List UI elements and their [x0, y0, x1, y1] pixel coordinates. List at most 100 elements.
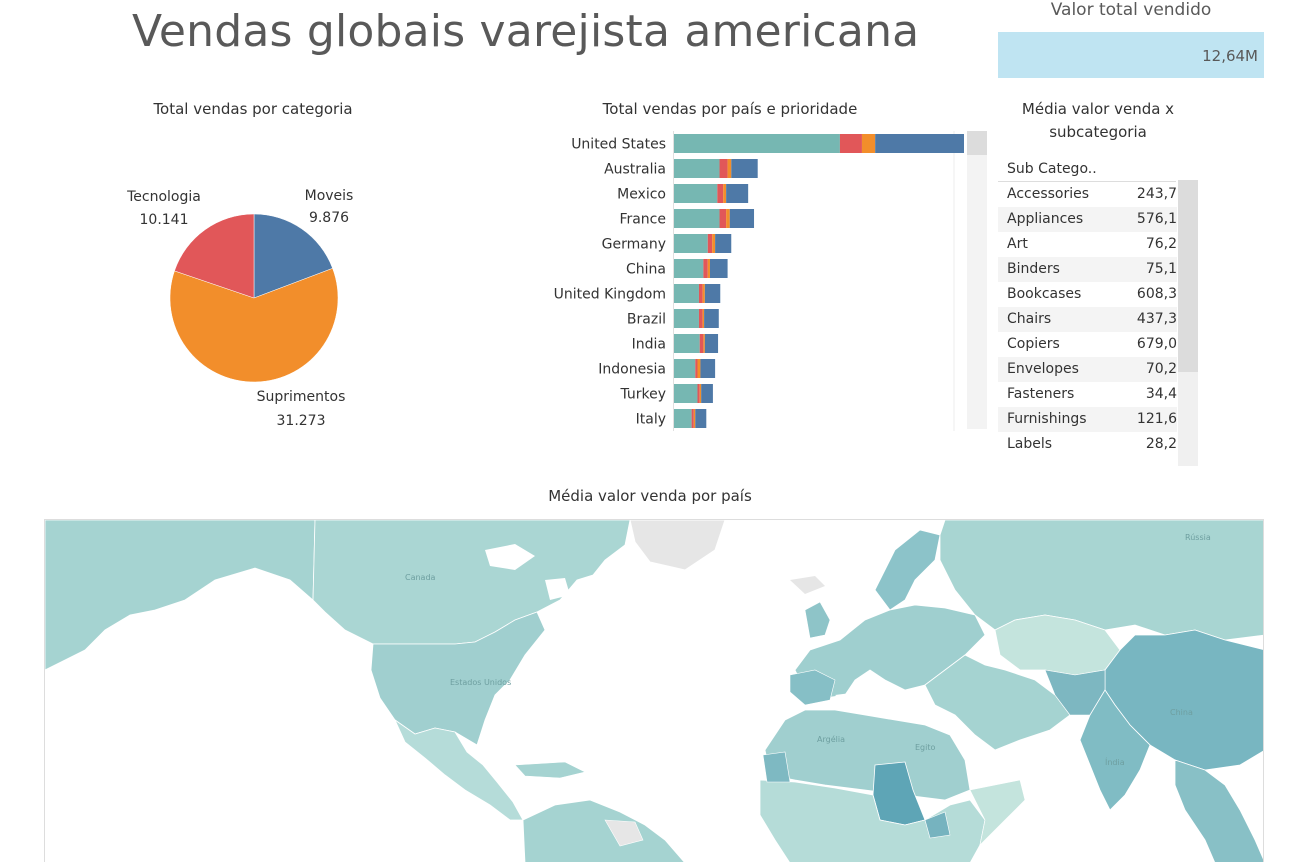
bar-segment[interactable]	[719, 209, 727, 228]
bar-segment[interactable]	[712, 234, 716, 253]
bar-segment[interactable]	[695, 409, 707, 428]
map-region-iberia[interactable]	[789, 669, 836, 706]
subcategory-row[interactable]: Accessories 243,7	[998, 182, 1177, 207]
map-region-sub-saharan-africa[interactable]	[759, 779, 986, 862]
bar-segment[interactable]	[727, 159, 732, 178]
bar-segment[interactable]	[674, 384, 698, 403]
bar-segment[interactable]	[674, 334, 700, 353]
subcategory-row[interactable]: Labels 28,2	[998, 432, 1177, 457]
bar-segment[interactable]	[707, 234, 713, 253]
subcategory-name: Art	[1007, 236, 1028, 252]
kpi-tile[interactable]: 12,64M	[998, 32, 1264, 78]
subcategory-row[interactable]: Appliances 576,1	[998, 207, 1177, 232]
bar-segment[interactable]	[729, 209, 755, 228]
bar-segment[interactable]	[674, 184, 718, 203]
bar-segment[interactable]	[698, 284, 703, 303]
subcategory-avg-value: 437,3	[1136, 311, 1177, 327]
map-region-scandinavia[interactable]	[874, 529, 941, 611]
bar-segment[interactable]	[703, 334, 705, 353]
subcategory-row[interactable]: Copiers 679,0	[998, 332, 1177, 357]
bar-segment[interactable]	[695, 359, 698, 378]
bar-segment[interactable]	[697, 384, 700, 403]
map-region-north-africa[interactable]	[764, 709, 971, 801]
bar-category-label: United States	[571, 137, 666, 153]
bar-segment[interactable]	[674, 259, 704, 278]
subcategory-name: Binders	[1007, 261, 1060, 277]
pie-label-moveis: Moveis	[305, 188, 354, 204]
subcategory-row[interactable]: Bookcases 608,3	[998, 282, 1177, 307]
bar-category-label: Italy	[636, 412, 666, 428]
bar-segment[interactable]	[674, 409, 692, 428]
bar-segment[interactable]	[726, 184, 749, 203]
kpi-value: 12,64M	[1202, 47, 1258, 65]
bar-segment[interactable]	[700, 359, 716, 378]
bar-segment[interactable]	[704, 334, 719, 353]
map-region-russia[interactable]	[939, 520, 1264, 641]
subcategory-column-header[interactable]: Sub Catego..	[998, 156, 1176, 182]
bar-segment[interactable]	[693, 409, 696, 428]
bar-segment[interactable]	[674, 309, 699, 328]
bar-segment[interactable]	[699, 384, 702, 403]
bar-segment[interactable]	[731, 159, 758, 178]
subcategory-row[interactable]: Art 76,2	[998, 232, 1177, 257]
map-region-greenland[interactable]	[629, 520, 726, 571]
bar-segment[interactable]	[702, 284, 705, 303]
bar-chart-scrollbar[interactable]	[967, 131, 987, 429]
pie-slice-tecnologia[interactable]	[174, 213, 255, 299]
map-region-india[interactable]	[1079, 689, 1151, 811]
bar-segment[interactable]	[674, 234, 708, 253]
subcategory-row[interactable]: Envelopes 70,2	[998, 357, 1177, 382]
subcategory-row[interactable]: Fasteners 34,4	[998, 382, 1177, 407]
bar-segment[interactable]	[697, 359, 701, 378]
subcategory-row[interactable]: Chairs 437,3	[998, 307, 1177, 332]
map-region-horn-of-africa[interactable]	[969, 779, 1026, 846]
map-label-united-states: Estados Unidos	[450, 678, 511, 687]
bar-segment[interactable]	[723, 184, 727, 203]
subcategory-avg-value: 75,1	[1145, 261, 1177, 277]
bar-chart-scroll-thumb[interactable]	[967, 131, 987, 155]
subcategory-scroll-thumb[interactable]	[1178, 180, 1198, 372]
map-region-iceland[interactable]	[790, 576, 825, 594]
world-map[interactable]: Canada Estados Unidos Argélia Egito Chin…	[44, 519, 1264, 862]
map-region-mauritania[interactable]	[762, 751, 791, 783]
bar-segment[interactable]	[702, 309, 705, 328]
bar-segment[interactable]	[719, 159, 728, 178]
bar-segment[interactable]	[715, 234, 732, 253]
map-region-caribbean[interactable]	[514, 761, 586, 779]
pie-label-tecnologia: Tecnologia	[126, 189, 201, 205]
bar-segment[interactable]	[674, 284, 699, 303]
bar-segment[interactable]	[707, 259, 710, 278]
bar-segment[interactable]	[703, 259, 708, 278]
dashboard-title: Vendas globais varejista americana	[132, 6, 920, 57]
bar-segment[interactable]	[674, 359, 696, 378]
bar-segment[interactable]	[861, 134, 876, 153]
bar-segment[interactable]	[699, 334, 704, 353]
bar-segment[interactable]	[674, 134, 840, 153]
map-region-united-kingdom[interactable]	[804, 601, 831, 639]
bar-segment[interactable]	[875, 134, 964, 153]
subcategory-row[interactable]: Furnishings 121,6	[998, 407, 1177, 432]
bar-segment[interactable]	[701, 384, 713, 403]
map-region-alaska[interactable]	[45, 520, 316, 671]
map-region-southeast-asia[interactable]	[1174, 759, 1264, 862]
map-region-mexico[interactable]	[394, 718, 524, 821]
bar-segment[interactable]	[709, 259, 728, 278]
bar-segment[interactable]	[704, 284, 721, 303]
bar-category-label: Mexico	[617, 187, 666, 203]
subcategory-avg-value: 76,2	[1145, 236, 1177, 252]
map-region-south-america[interactable]	[522, 799, 685, 862]
bar-segment[interactable]	[674, 209, 720, 228]
bar-segment[interactable]	[698, 309, 703, 328]
bar-segment[interactable]	[674, 159, 720, 178]
bar-segment[interactable]	[726, 209, 730, 228]
pie-slice-moveis[interactable]	[253, 213, 333, 299]
subcategory-scrollbar[interactable]	[1178, 180, 1198, 466]
subcategory-row[interactable]: Binders 75,1	[998, 257, 1177, 282]
pie-slice-suprimentos[interactable]	[169, 268, 339, 383]
map-region-canada[interactable]	[312, 520, 631, 645]
bar-segment[interactable]	[704, 309, 719, 328]
bar-segment[interactable]	[691, 409, 694, 428]
bar-segment[interactable]	[717, 184, 724, 203]
subcategory-name: Appliances	[1007, 211, 1084, 227]
bar-segment[interactable]	[839, 134, 862, 153]
